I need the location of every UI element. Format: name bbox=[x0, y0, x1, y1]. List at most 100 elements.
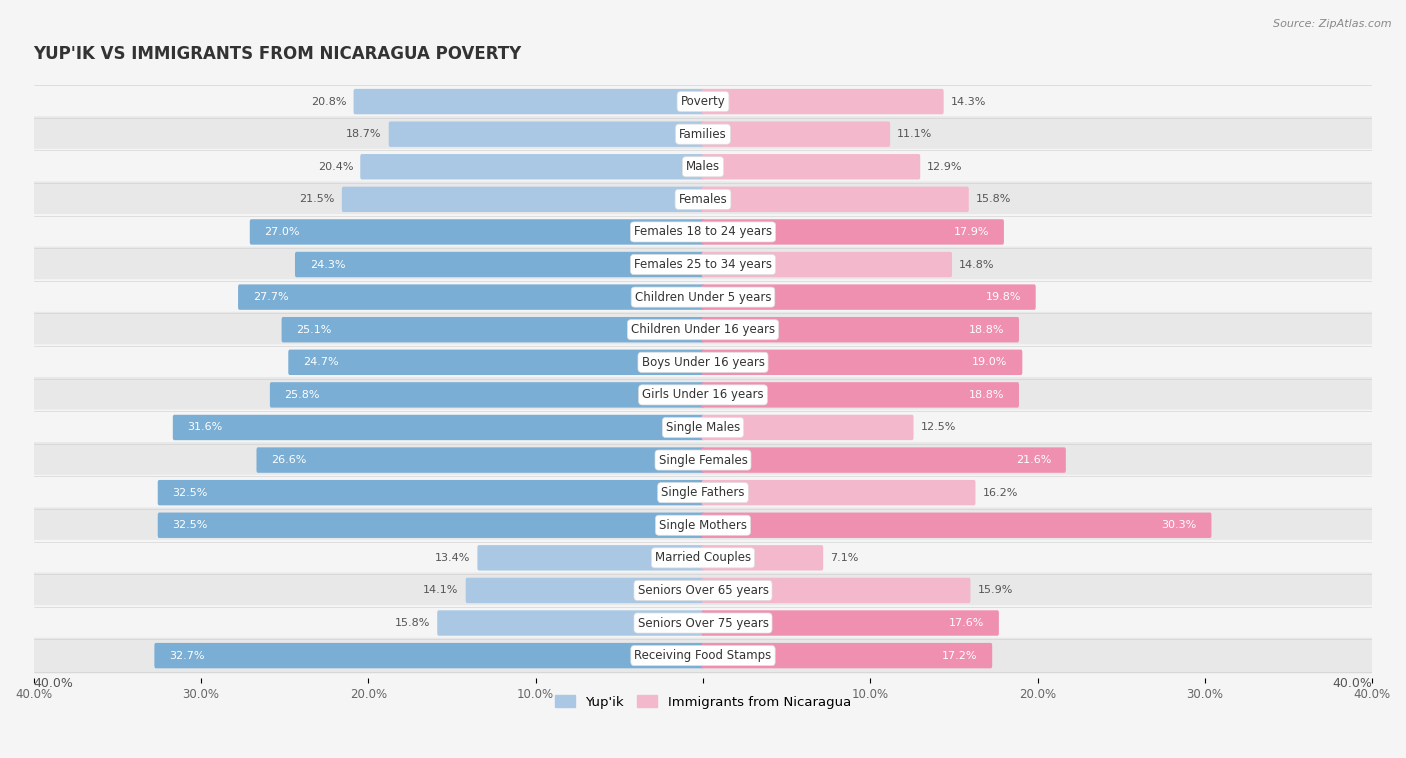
Text: 15.8%: 15.8% bbox=[976, 194, 1011, 205]
FancyBboxPatch shape bbox=[702, 480, 976, 506]
Text: 17.2%: 17.2% bbox=[942, 650, 977, 661]
FancyBboxPatch shape bbox=[437, 610, 704, 636]
Text: 14.1%: 14.1% bbox=[423, 585, 458, 596]
Text: 32.7%: 32.7% bbox=[169, 650, 205, 661]
FancyBboxPatch shape bbox=[702, 578, 970, 603]
Text: 19.0%: 19.0% bbox=[972, 357, 1008, 368]
FancyBboxPatch shape bbox=[702, 610, 998, 636]
Text: 7.1%: 7.1% bbox=[830, 553, 859, 563]
FancyBboxPatch shape bbox=[15, 344, 1391, 381]
Text: 32.5%: 32.5% bbox=[173, 487, 208, 498]
Text: Poverty: Poverty bbox=[681, 95, 725, 108]
FancyBboxPatch shape bbox=[388, 121, 704, 147]
FancyBboxPatch shape bbox=[250, 219, 704, 245]
Text: Single Females: Single Females bbox=[658, 453, 748, 467]
FancyBboxPatch shape bbox=[702, 219, 1004, 245]
FancyBboxPatch shape bbox=[155, 643, 704, 669]
Text: Seniors Over 75 years: Seniors Over 75 years bbox=[637, 616, 769, 629]
Text: 18.7%: 18.7% bbox=[346, 129, 381, 139]
FancyBboxPatch shape bbox=[702, 643, 993, 669]
Text: 24.3%: 24.3% bbox=[309, 259, 346, 270]
FancyBboxPatch shape bbox=[702, 284, 1036, 310]
Text: 21.6%: 21.6% bbox=[1015, 455, 1052, 465]
FancyBboxPatch shape bbox=[157, 512, 704, 538]
Text: 31.6%: 31.6% bbox=[187, 422, 222, 433]
FancyBboxPatch shape bbox=[15, 507, 1391, 543]
Text: 20.8%: 20.8% bbox=[311, 96, 346, 107]
FancyBboxPatch shape bbox=[702, 121, 890, 147]
FancyBboxPatch shape bbox=[15, 377, 1391, 413]
FancyBboxPatch shape bbox=[465, 578, 704, 603]
Text: 12.9%: 12.9% bbox=[928, 161, 963, 172]
Text: Females 18 to 24 years: Females 18 to 24 years bbox=[634, 225, 772, 239]
FancyBboxPatch shape bbox=[702, 89, 943, 114]
FancyBboxPatch shape bbox=[353, 89, 704, 114]
FancyBboxPatch shape bbox=[238, 284, 704, 310]
FancyBboxPatch shape bbox=[360, 154, 704, 180]
FancyBboxPatch shape bbox=[15, 540, 1391, 576]
Text: 32.5%: 32.5% bbox=[173, 520, 208, 531]
FancyBboxPatch shape bbox=[702, 447, 1066, 473]
FancyBboxPatch shape bbox=[15, 181, 1391, 218]
Text: Females 25 to 34 years: Females 25 to 34 years bbox=[634, 258, 772, 271]
Text: 21.5%: 21.5% bbox=[299, 194, 335, 205]
FancyBboxPatch shape bbox=[15, 279, 1391, 315]
Text: Single Fathers: Single Fathers bbox=[661, 486, 745, 500]
Text: 12.5%: 12.5% bbox=[921, 422, 956, 433]
FancyBboxPatch shape bbox=[15, 214, 1391, 250]
FancyBboxPatch shape bbox=[15, 475, 1391, 511]
Text: 25.1%: 25.1% bbox=[297, 324, 332, 335]
Text: 27.7%: 27.7% bbox=[253, 292, 288, 302]
FancyBboxPatch shape bbox=[702, 415, 914, 440]
FancyBboxPatch shape bbox=[15, 572, 1391, 609]
FancyBboxPatch shape bbox=[702, 186, 969, 212]
Text: 20.4%: 20.4% bbox=[318, 161, 353, 172]
FancyBboxPatch shape bbox=[281, 317, 704, 343]
Text: 13.4%: 13.4% bbox=[434, 553, 471, 563]
FancyBboxPatch shape bbox=[256, 447, 704, 473]
Text: 25.8%: 25.8% bbox=[284, 390, 321, 400]
Text: Families: Families bbox=[679, 127, 727, 141]
Text: Receiving Food Stamps: Receiving Food Stamps bbox=[634, 649, 772, 662]
FancyBboxPatch shape bbox=[270, 382, 704, 408]
Text: Girls Under 16 years: Girls Under 16 years bbox=[643, 388, 763, 402]
Text: 26.6%: 26.6% bbox=[271, 455, 307, 465]
Text: Males: Males bbox=[686, 160, 720, 174]
FancyBboxPatch shape bbox=[15, 116, 1391, 152]
Text: Source: ZipAtlas.com: Source: ZipAtlas.com bbox=[1274, 19, 1392, 29]
Text: 15.8%: 15.8% bbox=[395, 618, 430, 628]
FancyBboxPatch shape bbox=[702, 252, 952, 277]
Text: 17.6%: 17.6% bbox=[949, 618, 984, 628]
FancyBboxPatch shape bbox=[288, 349, 704, 375]
Text: Children Under 5 years: Children Under 5 years bbox=[634, 290, 772, 304]
Text: 16.2%: 16.2% bbox=[983, 487, 1018, 498]
Text: Married Couples: Married Couples bbox=[655, 551, 751, 565]
Text: Single Males: Single Males bbox=[666, 421, 740, 434]
Text: 40.0%: 40.0% bbox=[34, 677, 73, 690]
Text: 19.8%: 19.8% bbox=[986, 292, 1021, 302]
Text: Boys Under 16 years: Boys Under 16 years bbox=[641, 356, 765, 369]
Text: Females: Females bbox=[679, 193, 727, 206]
Text: 11.1%: 11.1% bbox=[897, 129, 932, 139]
Text: 15.9%: 15.9% bbox=[977, 585, 1012, 596]
Text: Seniors Over 65 years: Seniors Over 65 years bbox=[637, 584, 769, 597]
FancyBboxPatch shape bbox=[15, 83, 1391, 120]
Text: 24.7%: 24.7% bbox=[304, 357, 339, 368]
Text: 18.8%: 18.8% bbox=[969, 390, 1004, 400]
FancyBboxPatch shape bbox=[342, 186, 704, 212]
FancyBboxPatch shape bbox=[15, 149, 1391, 185]
Text: 14.3%: 14.3% bbox=[950, 96, 986, 107]
FancyBboxPatch shape bbox=[15, 246, 1391, 283]
Text: Single Mothers: Single Mothers bbox=[659, 518, 747, 532]
Text: Children Under 16 years: Children Under 16 years bbox=[631, 323, 775, 337]
FancyBboxPatch shape bbox=[15, 442, 1391, 478]
Text: 30.3%: 30.3% bbox=[1161, 520, 1197, 531]
Text: YUP'IK VS IMMIGRANTS FROM NICARAGUA POVERTY: YUP'IK VS IMMIGRANTS FROM NICARAGUA POVE… bbox=[34, 45, 522, 64]
FancyBboxPatch shape bbox=[295, 252, 704, 277]
FancyBboxPatch shape bbox=[702, 512, 1212, 538]
FancyBboxPatch shape bbox=[15, 409, 1391, 446]
FancyBboxPatch shape bbox=[702, 382, 1019, 408]
Text: 18.8%: 18.8% bbox=[969, 324, 1004, 335]
FancyBboxPatch shape bbox=[15, 312, 1391, 348]
Text: 17.9%: 17.9% bbox=[953, 227, 990, 237]
